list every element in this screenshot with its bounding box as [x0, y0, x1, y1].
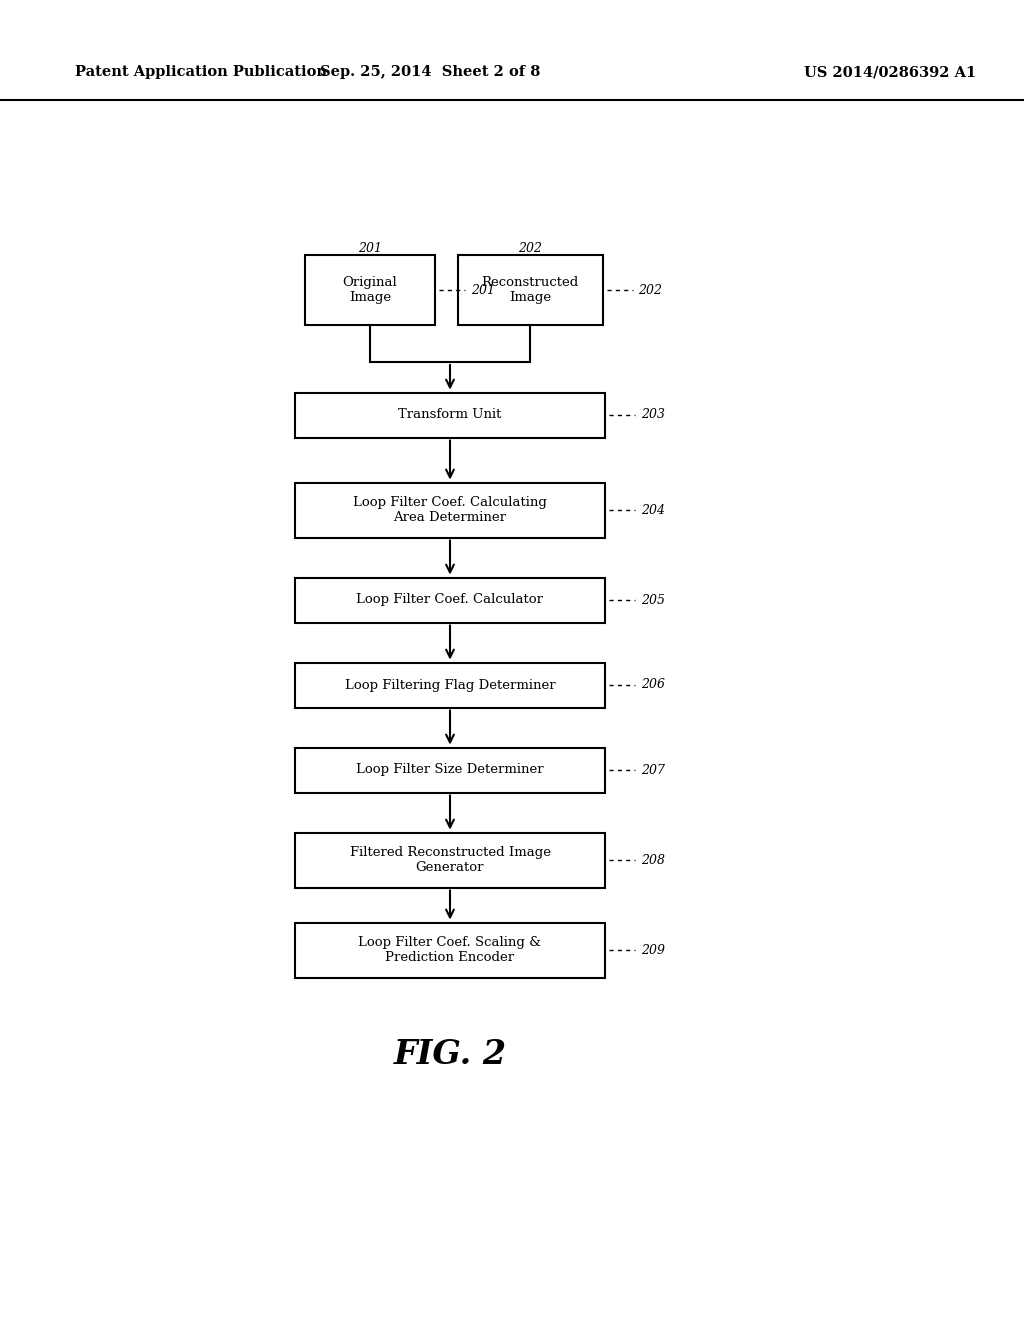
- Text: 201: 201: [358, 242, 382, 255]
- Text: 205: 205: [641, 594, 665, 606]
- Text: Transform Unit: Transform Unit: [398, 408, 502, 421]
- Text: 204: 204: [641, 503, 665, 516]
- Text: 209: 209: [641, 944, 665, 957]
- Text: US 2014/0286392 A1: US 2014/0286392 A1: [804, 65, 976, 79]
- Text: Filtered Reconstructed Image
Generator: Filtered Reconstructed Image Generator: [349, 846, 551, 874]
- Text: 201: 201: [471, 284, 495, 297]
- Text: FIG. 2: FIG. 2: [393, 1039, 507, 1072]
- Text: Loop Filter Coef. Scaling &
Prediction Encoder: Loop Filter Coef. Scaling & Prediction E…: [358, 936, 542, 964]
- Text: 208: 208: [641, 854, 665, 866]
- Text: 207: 207: [641, 763, 665, 776]
- Bar: [458, 255, 602, 325]
- Bar: [295, 483, 605, 537]
- Text: 206: 206: [641, 678, 665, 692]
- Text: 202: 202: [518, 242, 542, 255]
- Bar: [295, 578, 605, 623]
- Bar: [295, 923, 605, 978]
- Bar: [305, 255, 435, 325]
- Bar: [295, 663, 605, 708]
- Bar: [295, 747, 605, 792]
- Text: Patent Application Publication: Patent Application Publication: [75, 65, 327, 79]
- Bar: [295, 392, 605, 437]
- Text: 203: 203: [641, 408, 665, 421]
- Text: Original
Image: Original Image: [343, 276, 397, 304]
- Text: Loop Filtering Flag Determiner: Loop Filtering Flag Determiner: [345, 678, 555, 692]
- Text: Reconstructed
Image: Reconstructed Image: [481, 276, 579, 304]
- Text: Loop Filter Coef. Calculator: Loop Filter Coef. Calculator: [356, 594, 544, 606]
- Bar: [295, 833, 605, 887]
- Text: Loop Filter Coef. Calculating
Area Determiner: Loop Filter Coef. Calculating Area Deter…: [353, 496, 547, 524]
- Text: Loop Filter Size Determiner: Loop Filter Size Determiner: [356, 763, 544, 776]
- Text: 202: 202: [639, 284, 663, 297]
- Text: Sep. 25, 2014  Sheet 2 of 8: Sep. 25, 2014 Sheet 2 of 8: [319, 65, 541, 79]
